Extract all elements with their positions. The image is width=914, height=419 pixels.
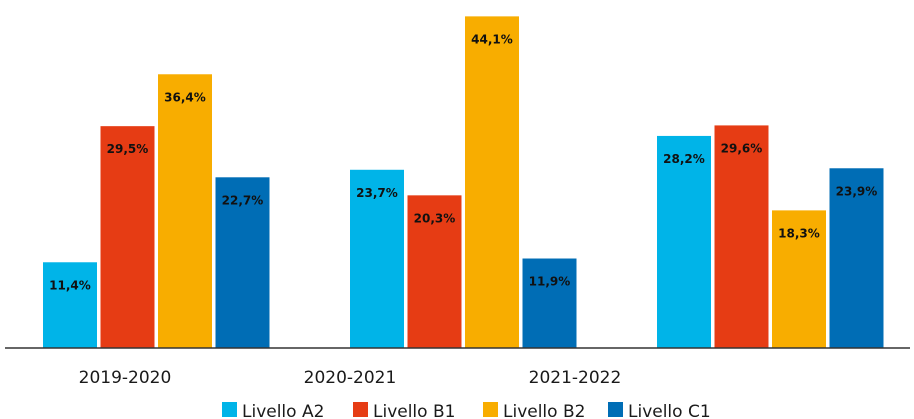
- data-label: 36,4%: [164, 90, 206, 104]
- data-label: 11,4%: [49, 278, 91, 292]
- legend-swatch: [222, 402, 237, 417]
- bar-livello-a2-2020-2021: [350, 169, 404, 348]
- legend-label: Livello B2: [503, 402, 585, 419]
- x-tick-label: 2021-2022: [529, 368, 622, 388]
- legend-swatch: [353, 402, 368, 417]
- bar-livello-c1-2019-2020: [215, 177, 270, 348]
- bar-livello-b1-2020-2021: [407, 195, 462, 348]
- legend-swatch: [483, 402, 498, 417]
- data-label: 20,3%: [414, 211, 456, 225]
- x-tick-label: 2019-2020: [79, 368, 172, 388]
- legend-item-livello-a2: Livello A2: [222, 402, 324, 419]
- bar-livello-b1-2019-2020: [100, 126, 155, 348]
- data-label: 23,7%: [356, 186, 398, 200]
- x-tick-label: 2020-2021: [304, 368, 397, 388]
- legend-label: Livello B1: [373, 402, 455, 419]
- legend-item-livello-c1: Livello C1: [608, 402, 711, 419]
- bars-layer: [43, 16, 884, 349]
- bar-livello-c1-2020-2021: [522, 258, 577, 348]
- bar-livello-b1-2021-2022: [714, 125, 769, 349]
- legend-label: Livello A2: [242, 402, 324, 419]
- legend: Livello A2 Livello B1 Livello B2 Livello C1: [222, 402, 711, 419]
- bar-livello-b2-2021-2022: [772, 210, 826, 348]
- data-label: 29,5%: [107, 142, 149, 156]
- data-label: 11,9%: [529, 275, 571, 289]
- bar-livello-b2-2020-2021: [465, 16, 519, 348]
- data-label: 23,9%: [836, 184, 878, 198]
- data-labels-layer: 11,4% 29,5% 36,4% 22,7% 23,7% 20,3% 44,1% 11,9%…: [49, 32, 877, 292]
- bar-livello-a2-2019-2020: [43, 262, 97, 348]
- bar-livello-b2-2019-2020: [158, 74, 212, 348]
- x-tick-labels: 2019-2020 2020-2021 2021-2022: [79, 368, 622, 388]
- bar-livello-a2-2021-2022: [657, 135, 711, 348]
- data-label: 28,2%: [663, 152, 705, 166]
- legend-label: Livello C1: [628, 402, 711, 419]
- data-label: 22,7%: [222, 193, 264, 207]
- legend-item-livello-b2: Livello B2: [483, 402, 585, 419]
- bar-livello-c1-2021-2022: [829, 168, 884, 348]
- legend-swatch: [608, 402, 623, 417]
- data-label: 18,3%: [778, 226, 820, 240]
- data-label: 44,1%: [471, 32, 513, 46]
- data-label: 29,6%: [721, 141, 763, 155]
- legend-item-livello-b1: Livello B1: [353, 402, 455, 419]
